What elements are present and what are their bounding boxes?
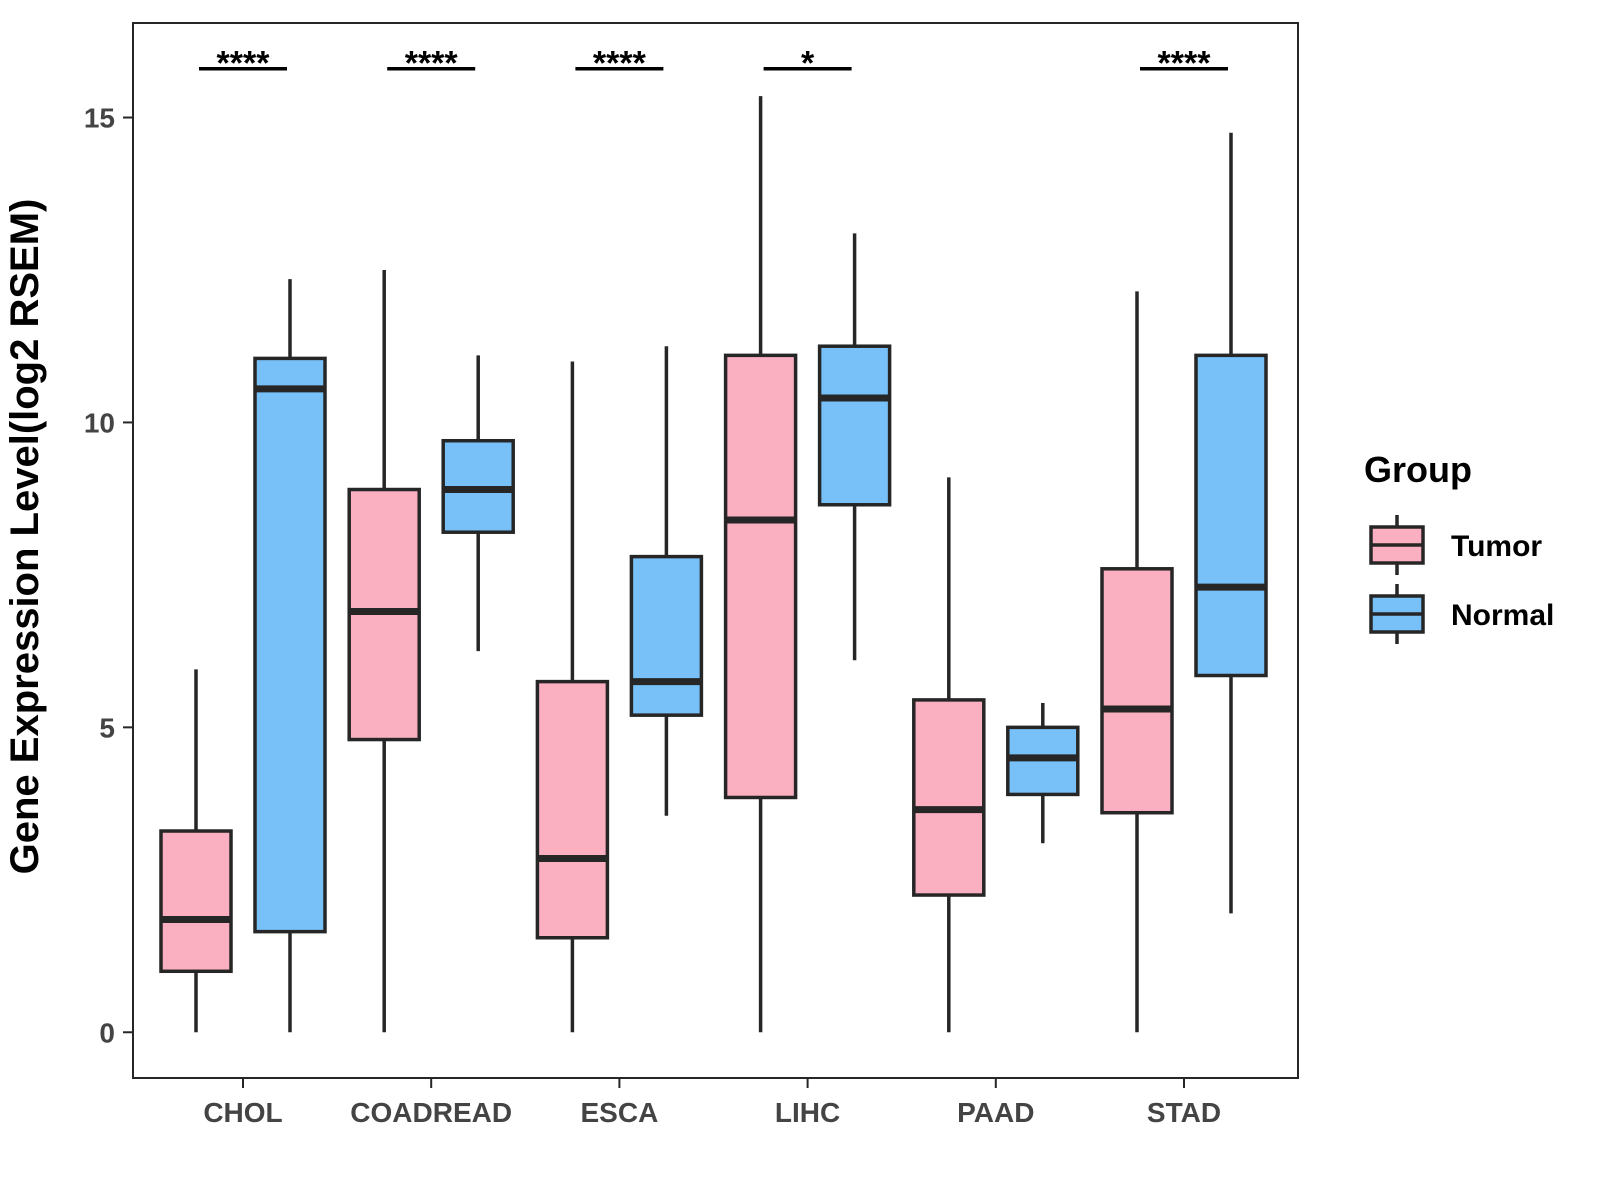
box-body: [1194, 353, 1268, 678]
box-normal-lihc: [817, 233, 892, 661]
box-body: [723, 353, 798, 800]
x-tick-label: ESCA: [581, 1097, 659, 1128]
box-body: [629, 554, 704, 717]
box-tumor-chol: [159, 669, 233, 1033]
box-normal-paad: [1006, 702, 1080, 844]
x-tick-label: STAD: [1147, 1097, 1221, 1128]
y-axis-title: Gene Expression Level(log2 RSEM): [3, 199, 47, 875]
box-body: [253, 356, 327, 934]
y-tick-label: 0: [99, 1017, 115, 1048]
y-tick-label: 5: [99, 712, 115, 743]
y-tick-label: 15: [84, 103, 115, 134]
box-tumor-paad: [912, 477, 986, 1033]
plot-area: **** **** **** * ****: [159, 45, 1268, 1033]
legend-item-tumor: Tumor: [1369, 515, 1542, 575]
x-tick-label: PAAD: [957, 1097, 1034, 1128]
axes: 0 5 10 15 CHOL COADREAD ESCA LIHC PAAD STAD: [84, 22, 1299, 1128]
box-normal-esca: [629, 346, 704, 816]
x-tick-label: COADREAD: [350, 1097, 512, 1128]
x-tick-label: LIHC: [775, 1097, 840, 1128]
y-tick-label: 10: [84, 407, 115, 438]
box-tumor-coadread: [347, 269, 421, 1033]
significance-label: ****: [593, 45, 647, 83]
box-body: [912, 698, 986, 897]
box-tumor-stad: [1100, 291, 1174, 1033]
legend-title: Group: [1364, 449, 1472, 490]
box-body: [1100, 567, 1174, 815]
box-normal-coadread: [441, 355, 515, 652]
x-tick-label: CHOL: [203, 1097, 282, 1128]
legend-label: Tumor: [1451, 530, 1542, 563]
box-body: [535, 679, 610, 940]
panel-border: [132, 22, 1299, 1079]
box-tumor-esca: [535, 361, 610, 1033]
box-tumor-lihc: [723, 96, 798, 1033]
significance-label: ****: [217, 45, 271, 83]
box-body: [817, 344, 892, 507]
box-normal-chol: [253, 279, 327, 1033]
significance-label: ****: [405, 45, 459, 83]
box-normal-stad: [1194, 132, 1268, 914]
significance-label: *: [801, 45, 815, 83]
significance-label: ****: [1158, 45, 1212, 83]
legend: Group Tumor Normal: [1364, 449, 1554, 644]
legend-label: Normal: [1451, 599, 1554, 632]
legend-item-normal: Normal: [1369, 584, 1554, 644]
box-body: [159, 829, 233, 974]
